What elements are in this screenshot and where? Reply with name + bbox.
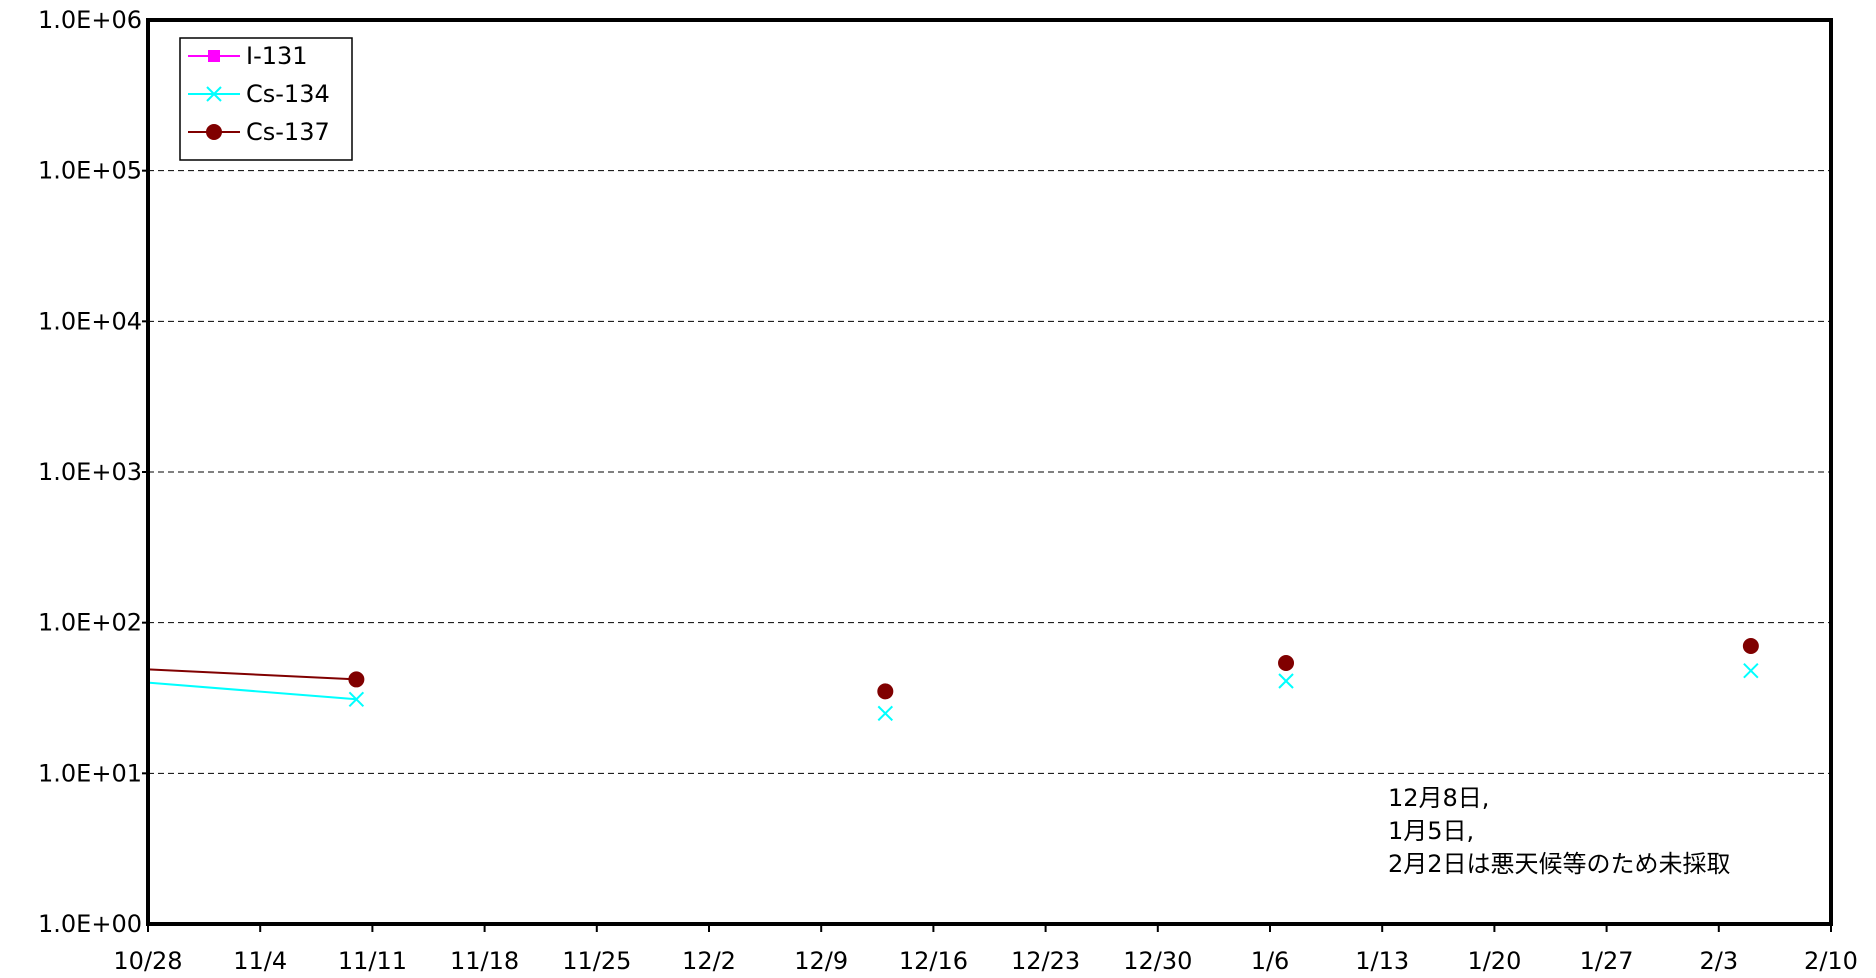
marker-stroke	[206, 86, 222, 102]
x-tick-label: 11/4	[233, 947, 287, 975]
annotation-line: 2月2日は悪天候等のため未採取	[1388, 850, 1731, 878]
legend-label-cs-137: Cs-137	[246, 118, 330, 146]
x-tick-label: 12/30	[1123, 947, 1192, 975]
y-tick-label: 1.0E+03	[38, 458, 142, 486]
cs-134-point	[877, 705, 894, 722]
legend: I-131 Cs-134 Cs-137	[179, 37, 353, 161]
cs-134-point	[1278, 673, 1294, 689]
marker-stroke	[1278, 673, 1294, 689]
y-tick-label: 1.0E+06	[38, 6, 142, 34]
cs-137-point	[348, 671, 365, 688]
legend-marker-cs-137	[206, 124, 222, 140]
cs-134-line-segment	[147, 681, 357, 701]
x-tick-label: 12/9	[794, 947, 848, 975]
x-tick-label: 11/11	[338, 947, 407, 975]
annotation-line: 12月8日,	[1388, 784, 1489, 812]
legend-label-cs-134: Cs-134	[246, 80, 330, 108]
cs-134-point	[1743, 662, 1759, 679]
x-tick-label: 12/16	[899, 947, 968, 975]
legend-marker-cs-134	[206, 86, 222, 102]
y-tick-label: 1.0E+04	[38, 307, 142, 335]
x-tick-label: 2/10	[1804, 947, 1858, 975]
marker-stroke	[877, 705, 894, 722]
legend-label-i-131: I-131	[246, 42, 308, 70]
y-tick-label: 1.0E+05	[38, 157, 142, 185]
cs-137-point	[877, 683, 894, 700]
y-tick-label: 1.0E+01	[38, 759, 142, 787]
x-tick-label: 2/3	[1699, 947, 1738, 975]
cs-137-point	[1278, 654, 1295, 671]
axes: 1.0E+00 1.0E+01 1.0E+02 1.0E+03 1.0E+04 1.0E+…	[38, 6, 1858, 975]
cs-137-line-segment	[147, 668, 357, 681]
x-tick-label: 1/20	[1467, 947, 1521, 975]
x-tick-label: 11/18	[450, 947, 519, 975]
y-tick-label: 1.0E+02	[38, 609, 142, 637]
x-tick-label: 1/6	[1251, 947, 1290, 975]
x-tick-label: 12/2	[682, 947, 736, 975]
marker-stroke	[1743, 662, 1759, 679]
cs-137-point	[1742, 638, 1759, 655]
annotation-line: 1月5日,	[1388, 817, 1474, 845]
x-tick-label: 11/25	[562, 947, 631, 975]
x-tick-label: 1/13	[1355, 947, 1409, 975]
x-tick-label: 12/23	[1011, 947, 1080, 975]
series-layer	[147, 638, 1759, 722]
marker-stroke	[348, 691, 365, 708]
grid-lines	[148, 170, 1831, 774]
cs-134-point	[348, 691, 365, 708]
x-tick-label: 10/28	[113, 947, 182, 975]
plot-frame	[146, 18, 1833, 926]
x-tick-label: 1/27	[1580, 947, 1634, 975]
y-tick-label: 1.0E+00	[38, 910, 142, 938]
legend-marker-i-131	[208, 50, 220, 62]
annotation: 12月8日, 1月5日, 2月2日は悪天候等のため未採取	[1388, 784, 1731, 878]
